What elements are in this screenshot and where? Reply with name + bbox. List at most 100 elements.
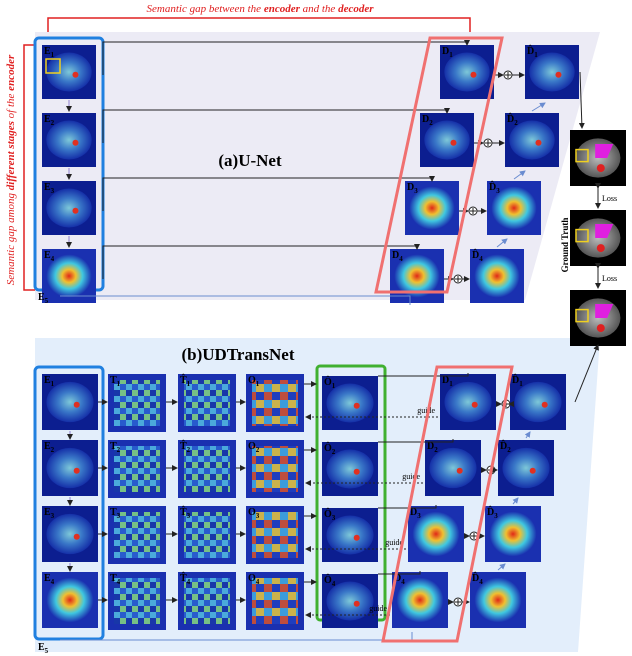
top-bracket	[47, 17, 471, 32]
arrow	[578, 71, 585, 129]
image-content	[46, 254, 92, 298]
image-content	[114, 380, 160, 426]
image-content	[73, 533, 80, 540]
text-segment: decoder	[338, 3, 374, 15]
image-content	[184, 446, 230, 492]
label-main: D̂	[507, 112, 514, 125]
image-content	[529, 467, 536, 474]
label-sub: 1	[449, 51, 453, 59]
skip-connection	[102, 176, 435, 211]
image-content	[456, 467, 463, 474]
label-main: D	[410, 507, 417, 518]
image-content	[46, 577, 94, 623]
image-label: D̂1	[512, 373, 523, 388]
image-content	[596, 244, 605, 253]
label-main: E	[44, 46, 51, 57]
image-label: D̂4	[472, 571, 483, 586]
add-node	[470, 208, 476, 214]
arrow	[531, 102, 546, 112]
roi	[575, 308, 589, 323]
label-main: Ô	[324, 441, 332, 454]
ground-truth-label: Ground Truth	[560, 218, 570, 273]
image-content	[489, 511, 537, 557]
text-segment: Semantic gap between the	[147, 3, 264, 15]
label-main: E	[44, 250, 51, 261]
label-sub: 3	[417, 512, 421, 520]
image-label: D2	[422, 114, 433, 127]
label-main: D̂	[512, 373, 519, 386]
image-label: D1	[442, 375, 453, 388]
image-content	[46, 513, 94, 555]
image-content	[252, 578, 298, 624]
bottleneck-path	[60, 295, 411, 305]
label-sub: 3	[187, 512, 191, 520]
label-main: E	[44, 441, 51, 452]
label-sub: 4	[479, 578, 483, 586]
arrow	[512, 497, 519, 505]
image-content	[73, 401, 80, 408]
label-sub: 4	[479, 255, 483, 263]
label-main: D̂	[527, 44, 534, 57]
image-content	[114, 446, 160, 492]
image-content	[252, 512, 298, 558]
image-label: D̂1	[527, 44, 538, 59]
arrow	[513, 170, 526, 180]
image-label: T2	[110, 441, 121, 454]
image-label: E3	[44, 182, 55, 195]
label-sub: 1	[332, 382, 336, 390]
label-sub: 5	[45, 297, 49, 305]
image-content	[114, 512, 160, 558]
label-sub: 4	[187, 578, 191, 586]
image-label: O2	[248, 441, 260, 454]
image-label: T1	[110, 375, 121, 388]
semantic-gap-top: Semantic gap between the encoder and the…	[147, 3, 375, 15]
label-main: O	[248, 507, 256, 518]
label-main: D	[394, 573, 401, 584]
image-content	[72, 207, 79, 214]
image-label: E2	[44, 441, 55, 454]
add-node	[505, 72, 511, 78]
image-content	[474, 577, 522, 623]
skip-connection	[378, 439, 454, 443]
image-content	[444, 381, 492, 423]
loss-label: Loss	[602, 194, 617, 203]
image-content	[72, 139, 79, 146]
label-sub: 2	[434, 446, 438, 454]
label-sub: 3	[414, 187, 418, 195]
label-sub: 2	[51, 119, 55, 127]
image-content	[326, 383, 374, 423]
decoder-box	[381, 365, 514, 643]
image-content	[353, 468, 360, 475]
image-content	[596, 324, 605, 333]
image-content	[394, 254, 440, 298]
image-label: Ô3	[324, 507, 336, 522]
roi	[575, 148, 589, 163]
add-node	[471, 533, 477, 539]
label-sub: 2	[51, 446, 55, 454]
image-label: D1	[442, 46, 453, 59]
label-sub: 1	[449, 380, 453, 388]
label-main: D	[427, 441, 434, 452]
label-sub: 2	[117, 446, 121, 454]
text-segment: encoder	[264, 3, 301, 15]
image-label: D̂3	[487, 505, 498, 520]
image-content	[353, 402, 360, 409]
panel-a-title: (a)U-Net	[218, 151, 282, 170]
label-main: D̂	[472, 571, 479, 584]
label-main: T	[110, 507, 117, 518]
label-main: D̂	[472, 248, 479, 261]
image-content	[46, 188, 92, 228]
skip-connection	[378, 505, 437, 509]
image-content	[450, 139, 457, 146]
image-content	[46, 52, 92, 92]
image-content	[424, 120, 470, 160]
image-label: O4	[248, 573, 260, 586]
label-sub: 4	[399, 255, 403, 263]
label-main: D̂	[487, 505, 494, 518]
guide-label: guide	[417, 406, 435, 415]
label-main: T̂	[180, 505, 187, 518]
label-main: D	[442, 46, 449, 57]
label-sub: 4	[51, 255, 55, 263]
arrow	[524, 431, 531, 439]
label-sub: 2	[256, 446, 260, 454]
